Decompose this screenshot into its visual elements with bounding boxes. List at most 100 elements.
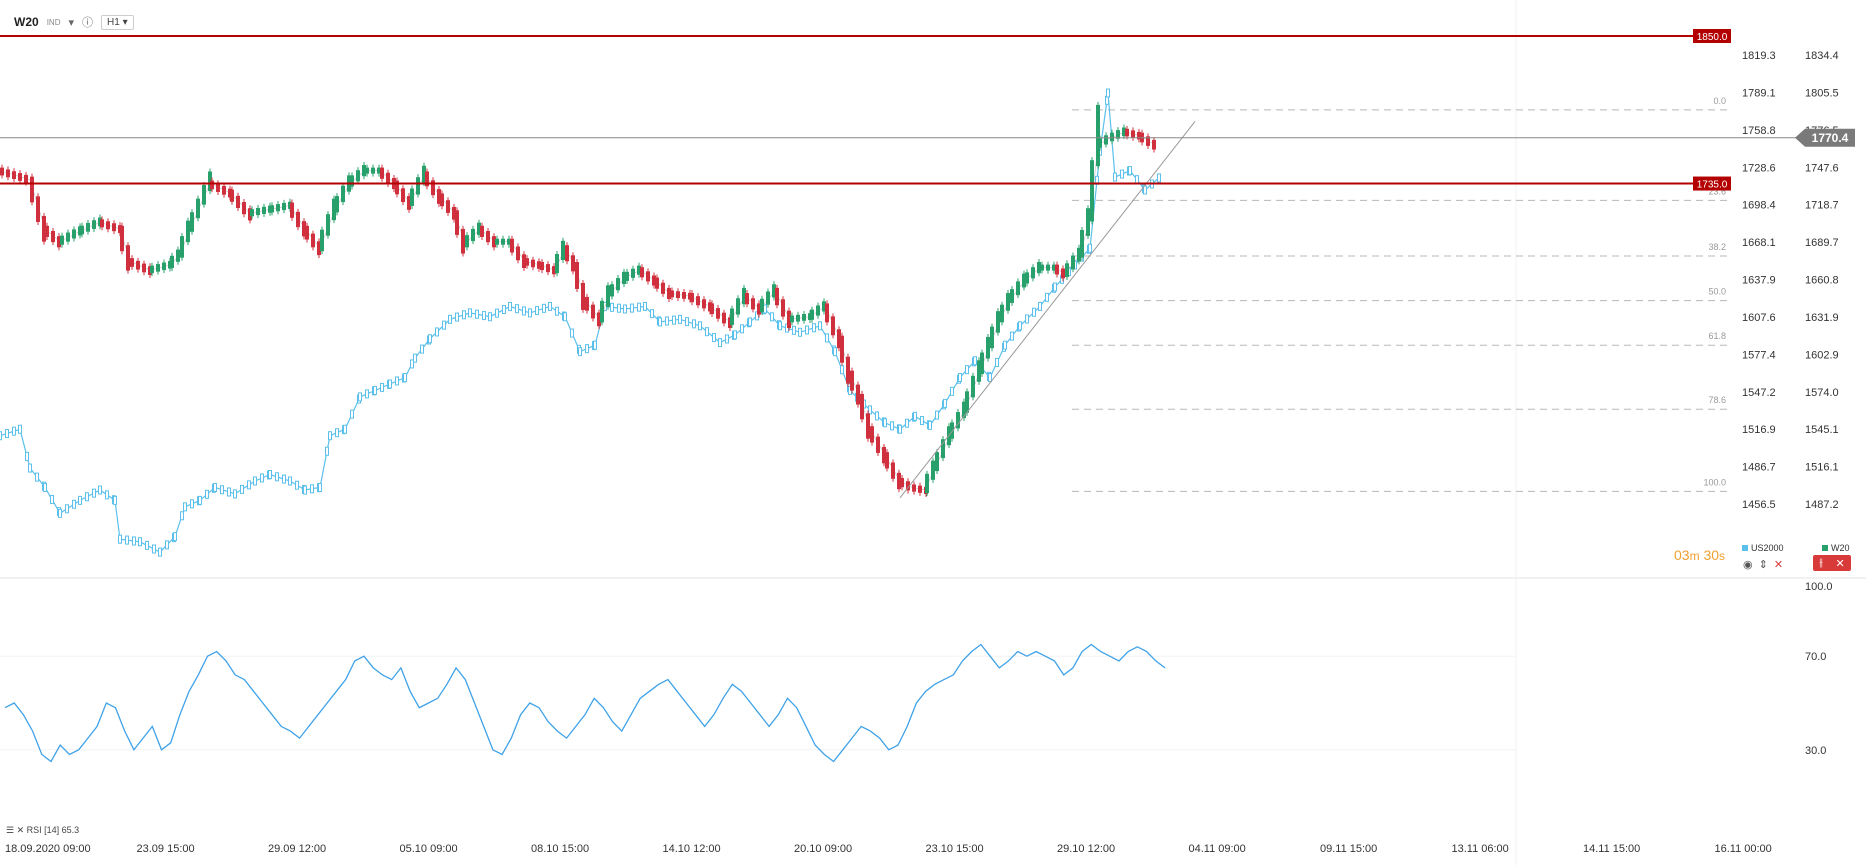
us2000-candle [448,314,452,324]
rsi-settings-icon[interactable]: ☰ ✕ [6,825,25,835]
fib-level-label: 38.2 [1708,242,1726,252]
w20-candle [1055,264,1059,275]
us2000-candle [410,359,414,369]
us2000-candle [247,480,251,490]
us2000-candle [833,347,837,357]
us2000-series-line [0,92,1161,553]
timer-minutes-unit: m [1689,549,1700,563]
current-price-label: 1770.4 [1812,131,1849,145]
symbol-type: IND [46,17,61,27]
eye-icon[interactable]: ◉ [1743,559,1753,571]
w20-candle [906,481,910,491]
w20-candle [42,215,46,242]
w20-candle [492,236,496,248]
us2000-candle [555,306,559,316]
y-right-tick-label: 1631.9 [1805,312,1839,324]
w20-candle [422,165,426,184]
timeframe-select[interactable]: H1 ▾ [101,14,134,30]
rsi-level-label: 30.0 [1805,745,1826,757]
us2000-candle [883,418,887,428]
w20-candle [1022,273,1026,288]
x-tick-label: 05.10 09:00 [400,843,458,855]
reorder-icon[interactable]: ⇕ [1758,559,1768,571]
x-tick-label: 23.10 15:00 [926,843,984,855]
us2000-candle [913,411,917,421]
w20-candle [461,228,465,254]
w20-candle [646,271,650,282]
w20-candle [802,314,806,321]
w20-candle [866,413,870,439]
w20-candle [407,196,411,210]
w20-candle [1116,130,1120,139]
w20-candle [1025,272,1029,284]
w20-candle [36,196,40,222]
series-remove-button[interactable]: ⫲ ✕ [1813,555,1851,571]
w20-candle [822,301,826,312]
us2000-candle [617,303,621,313]
w20-candle [781,299,785,317]
w20-candle [106,221,110,230]
w20-candle [311,233,315,248]
w20-candle [816,305,820,316]
w20-candle [425,171,429,187]
us2000-candle [240,484,244,494]
us2000-candle [685,317,689,327]
w20-candle [751,298,755,310]
us2000-candle [72,499,76,509]
close-icon[interactable]: ✕ [1773,559,1784,571]
us2000-candle [288,476,292,486]
symbol-name[interactable]: W20 [14,15,39,29]
us2000-candle [905,418,909,428]
y-right-tick-label: 1834.4 [1805,50,1839,62]
rsi-label: ☰ ✕ RSI [14] 65.3 [6,825,79,836]
info-icon[interactable]: ⓘ [82,17,93,29]
us2000-candle [310,484,314,494]
w20-candle [918,485,922,493]
w20-candle [825,303,829,323]
us2000-candle [1010,331,1014,341]
us2000-candle [25,451,29,461]
w20-candle [202,185,206,205]
w20-candle [676,291,680,299]
w20-candle [431,180,435,196]
w20-candle [616,278,620,291]
w20-candle [136,260,140,270]
w20-candle [495,238,499,245]
x-tick-label: 09.11 15:00 [1320,843,1377,855]
legend-us2000[interactable]: US2000 [1742,543,1784,553]
w20-candle [935,452,939,472]
w20-candle [1096,104,1100,167]
us2000-candle [578,347,582,357]
w20-candle [170,255,174,269]
x-tick-label: 08.10 15:00 [531,843,589,855]
w20-candle [72,229,76,239]
w20-candle [631,268,635,278]
us2000-candle [462,310,466,320]
y-left-tick-label: 1516.9 [1742,424,1776,436]
us2000-candle [928,420,932,430]
w20-candle [1152,139,1156,150]
us2000-candle [125,535,129,545]
us2000-candle [358,392,362,402]
w20-candle [522,254,526,269]
us2000-candle [403,373,407,383]
x-tick-label: 20.10 09:00 [794,843,852,855]
w20-candle [1110,132,1114,142]
w20-candle [24,174,28,183]
us2000-candle [563,312,567,322]
y-left-tick-label: 1819.3 [1742,50,1776,62]
us2000-candle [950,386,954,396]
w20-candle [142,263,146,273]
w20-candle [401,188,405,203]
legend-w20[interactable]: W20 [1822,543,1850,553]
timer-minutes: 03 [1674,547,1690,563]
x-tick-label: 16.11 00:00 [1715,843,1772,855]
chevron-down-icon[interactable]: ▾ [68,16,74,29]
w20-candle [395,180,399,195]
timer-seconds: 30 [1703,547,1720,563]
y-right-tick-label: 1545.1 [1805,424,1839,436]
w20-candle [282,202,286,211]
w20-candle [305,225,309,240]
us2000-candle [180,511,184,521]
